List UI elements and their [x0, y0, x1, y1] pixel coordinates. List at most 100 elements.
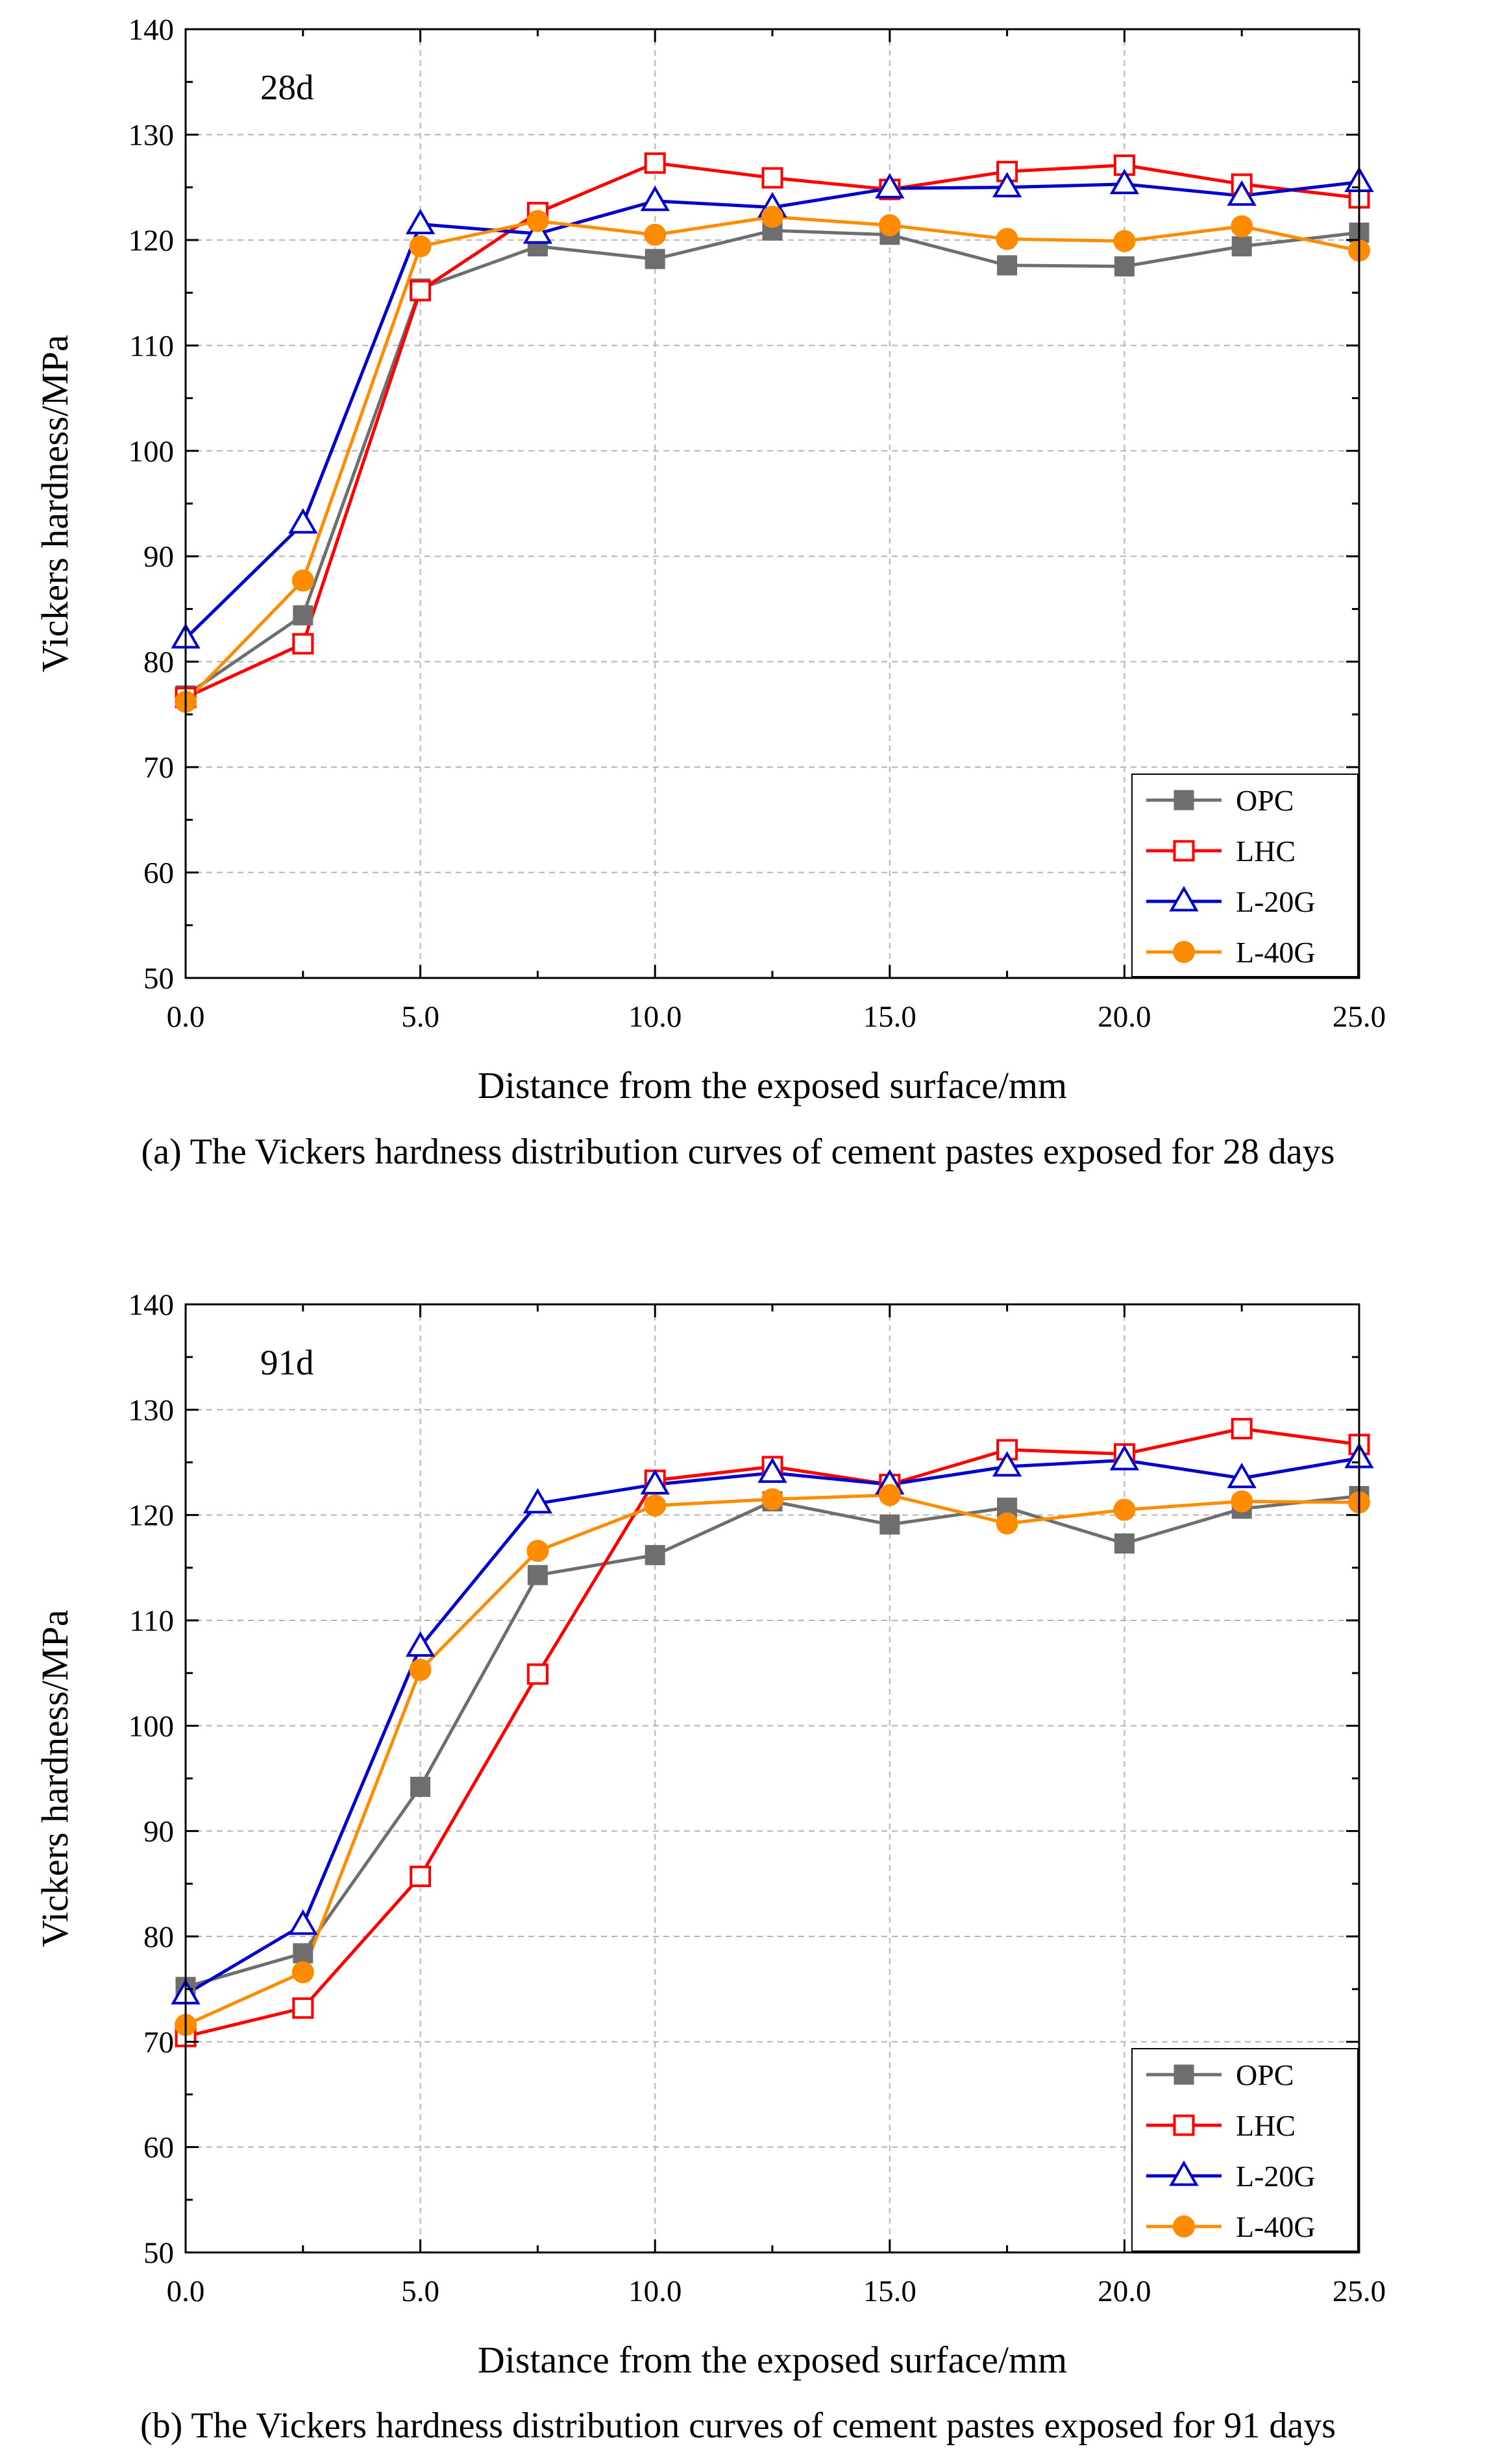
y-tick-label: 90: [143, 540, 174, 574]
axis-ticks: 0.0 5.0 10.0 15.0 20.0 25.0 50 60 70 80 90 100 110 12…: [129, 13, 1386, 1034]
legend-label: L-20G: [1236, 2160, 1316, 2193]
y-tick-label: 100: [129, 435, 175, 469]
data-point-l-20g: [875, 173, 905, 199]
legend-label: LHC: [1236, 835, 1296, 868]
legend-marker: [1173, 840, 1195, 862]
data-point-opc: [1114, 1533, 1135, 1554]
legend-item-opc: OPC: [1146, 784, 1294, 817]
y-tick-label: 120: [129, 1499, 175, 1533]
data-point-l-40g: [878, 1483, 901, 1506]
chart-panel-a: 0.0 5.0 10.0 15.0 20.0 25.0 50 60 70 80 90 100 110 12…: [34, 13, 1386, 1172]
x-tick-label: 5.0: [401, 1000, 439, 1034]
series-line-l-40g: [184, 1493, 1360, 2027]
data-point-l-40g: [409, 235, 432, 258]
series-markers-l-40g: [175, 1483, 1370, 2036]
data-point-l-40g: [761, 1488, 783, 1511]
y-tick-label: 100: [129, 1709, 175, 1743]
x-tick-label: 5.0: [401, 2275, 439, 2308]
data-point-opc: [293, 1943, 313, 1964]
legend-marker: [1173, 2215, 1195, 2238]
data-point-opc: [645, 249, 665, 269]
data-point-opc: [293, 605, 313, 626]
series-markers-l-20g: [171, 1443, 1374, 2005]
data-point-l-40g: [996, 1512, 1018, 1535]
legend-item-l-40g: L-40G: [1146, 2210, 1316, 2243]
legend-marker: [1169, 886, 1199, 912]
legend-item-l-40g: L-40G: [1146, 936, 1316, 969]
legend-label: L-40G: [1236, 2210, 1316, 2243]
series-markers-l-20g: [171, 166, 1374, 649]
series-line-l-40g: [184, 215, 1360, 703]
data-point-l-20g: [757, 1457, 787, 1483]
y-tick-label: 90: [143, 1815, 174, 1849]
x-tick-label: 0.0: [167, 1000, 205, 1034]
x-tick-label: 25.0: [1333, 2275, 1386, 2308]
data-point-l-40g: [1113, 230, 1136, 252]
x-tick-label: 0.0: [167, 2275, 205, 2308]
legend-item-lhc: LHC: [1146, 2109, 1296, 2142]
x-tick-label: 15.0: [863, 2275, 916, 2308]
y-axis-title: Vickers hardness/MPa: [34, 1609, 76, 1947]
data-point-l-20g: [640, 1469, 670, 1495]
data-point-lhc: [410, 1865, 432, 1887]
panel-label: 28d: [260, 67, 314, 107]
data-point-opc: [645, 1544, 665, 1565]
data-point-lhc: [644, 152, 666, 174]
data-point-opc: [879, 1514, 900, 1535]
legend-label: OPC: [1236, 784, 1294, 817]
data-point-l-40g: [291, 569, 314, 592]
data-point-l-20g: [1109, 168, 1140, 195]
data-point-l-20g: [1227, 180, 1257, 206]
legend-marker: [1174, 2064, 1194, 2085]
series-group: [171, 152, 1374, 713]
chart-panel-b: 0.0 5.0 10.0 15.0 20.0 25.0 50 60 70 80 90 100 110 12…: [34, 1288, 1386, 2446]
y-tick-label: 70: [143, 751, 174, 785]
data-point-l-20g: [1109, 1445, 1140, 1470]
y-tick-label: 110: [129, 329, 174, 363]
legend-item-l-20g: L-20G: [1146, 885, 1316, 918]
legend-marker: [1173, 941, 1195, 963]
legend: OPC LHC L-20G L-40G: [1131, 774, 1358, 977]
legend-item-opc: OPC: [1146, 2058, 1294, 2092]
x-tick-label: 20.0: [1098, 1000, 1151, 1034]
data-point-l-20g: [405, 1631, 436, 1657]
legend-marker: [1173, 2114, 1195, 2136]
x-tick-label: 25.0: [1333, 1000, 1386, 1034]
legend: OPC LHC L-20G L-40G: [1131, 2048, 1358, 2252]
series-line-lhc: [184, 161, 1360, 700]
axis-ticks: 0.0 5.0 10.0 15.0 20.0 25.0 50 60 70 80 90 100 110 12…: [129, 1288, 1386, 2308]
data-point-l-20g: [522, 1487, 553, 1514]
data-point-l-40g: [526, 1539, 549, 1562]
data-point-l-40g: [1113, 1498, 1136, 1521]
panel-label: 91d: [260, 1343, 314, 1382]
figure-caption: (b) The Vickers hardness distribution cu…: [140, 2406, 1336, 2446]
data-point-l-20g: [992, 1451, 1022, 1477]
x-tick-label: 20.0: [1098, 2275, 1151, 2308]
y-axis-title: Vickers hardness/MPa: [34, 335, 76, 672]
data-point-opc: [1114, 256, 1135, 276]
data-point-l-40g: [291, 1961, 314, 1984]
series-line-lhc: [185, 1427, 1360, 2038]
data-point-opc: [410, 1776, 431, 1797]
data-point-l-20g: [992, 171, 1022, 198]
legend-marker: [1169, 2160, 1199, 2186]
y-tick-label: 50: [143, 962, 174, 995]
data-point-opc: [1231, 236, 1252, 257]
x-axis-title: Distance from the exposed surface/mm: [478, 2339, 1067, 2381]
data-point-l-40g: [878, 214, 901, 237]
data-point-l-40g: [1231, 1490, 1253, 1513]
x-tick-label: 10.0: [628, 1000, 682, 1034]
y-tick-label: 60: [143, 857, 174, 890]
data-point-l-40g: [996, 228, 1018, 250]
legend-label: LHC: [1236, 2109, 1296, 2142]
y-tick-label: 110: [129, 1604, 174, 1638]
y-tick-label: 130: [129, 118, 175, 152]
data-point-l-40g: [644, 1494, 667, 1517]
y-tick-label: 140: [129, 1288, 175, 1322]
data-point-lhc: [1231, 1418, 1253, 1440]
data-point-lhc: [526, 1663, 548, 1685]
y-tick-label: 50: [143, 2236, 174, 2270]
series-markers-l-40g: [175, 206, 1370, 713]
